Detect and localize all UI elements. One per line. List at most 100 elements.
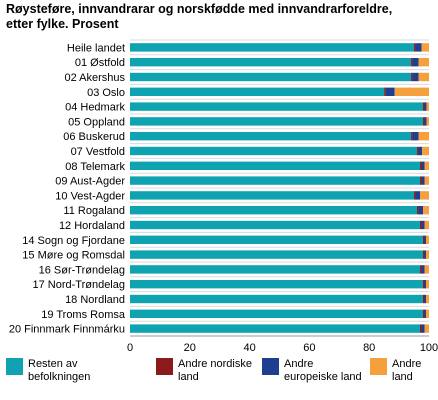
bar-segment-3 [412,132,419,141]
bar-segment-2 [423,250,425,259]
bar-segment-3 [412,72,419,82]
gridlines [130,39,429,337]
bar-segment-4 [424,176,429,185]
x-tick-label: 80 [363,342,375,354]
bar-segment-4 [423,206,429,215]
bar-segment-2 [411,72,413,82]
category-label: 15 Møre og Romsdal [22,250,125,262]
bar-segment-3 [421,265,425,274]
bar-segment-4 [426,117,429,126]
category-label: 12 Hordaland [59,220,125,232]
bar-segment-3 [421,161,425,170]
bar-segment-4 [426,280,429,289]
bar-segment-2 [420,324,422,333]
bar-segment-2 [420,265,422,274]
bar-segment-4 [426,102,429,111]
bar-segment-3 [424,117,427,126]
bar-segment-4 [424,220,429,230]
bar-segment-2 [417,146,419,156]
category-label: 09 Aust-Agder [55,176,125,188]
bar-segment-2 [420,161,422,170]
bar-segment-2 [384,87,386,96]
bar-segment-4 [426,309,429,318]
category-label: 18 Nordland [65,294,125,306]
bar-segment-3 [424,250,427,259]
category-label: Heile landet [67,42,125,54]
bar-segment-4 [422,146,429,156]
bar-segment-1 [130,132,412,141]
x-tick-label: 60 [303,342,315,354]
legend-swatch-3 [262,358,279,375]
bars [130,43,429,333]
category-label: 17 Nord-Trøndelag [32,279,125,291]
legend-label-1-cont: befolkningen [28,371,90,383]
x-tick-label: 40 [243,342,255,354]
bar-segment-1 [130,87,385,96]
category-label: 14 Sogn og Fjordane [22,235,125,247]
legend-label-2-cont: land [178,371,199,383]
legend-label-4-cont: land [392,371,413,383]
bar-segment-1 [130,43,415,52]
category-label: 05 Oppland [68,116,125,128]
bar-segment-1 [130,102,424,111]
legend-label-4: Andre [392,358,421,370]
category-label: 04 Hedmark [65,102,125,114]
bar-segment-3 [421,324,425,333]
category-label: 07 Vestfold [71,146,125,158]
bar-segment-2 [423,235,425,244]
legend-swatch-1 [6,358,23,375]
bar-segment-3 [385,87,395,96]
bar-segment-4 [424,161,429,170]
bar-segment-2 [414,191,416,200]
bar-segment-1 [130,117,424,126]
bar-segment-1 [130,235,424,244]
legend-swatch-2 [156,358,173,375]
bar-segment-2 [420,220,422,230]
bar-segment-3 [424,280,427,289]
bar-segment-1 [130,206,418,215]
x-tick-label: 100 [420,342,438,354]
bar-segment-1 [130,161,421,170]
bar-segment-4 [426,294,429,304]
bar-segment-3 [424,294,427,304]
chart-title-line-1: Røysteføre, innvandrarar og norskfødde m… [6,2,393,16]
bar-segment-3 [421,220,425,230]
legend-label-3-cont: europeiske land [284,371,362,383]
bar-segment-1 [130,294,424,304]
category-label: 06 Buskerud [63,131,125,143]
category-label: 19 Troms Romsa [41,309,126,321]
bar-segment-2 [423,294,425,304]
bar-segment-1 [130,58,412,67]
bar-segment-4 [394,87,429,96]
bar-segment-3 [415,191,421,200]
bar-segment-3 [412,58,419,67]
bar-segment-4 [426,250,429,259]
bar-segment-3 [424,309,427,318]
bar-segment-4 [424,265,429,274]
category-label: 10 Vest-Agder [55,190,125,202]
bar-segment-1 [130,309,424,318]
bar-segment-2 [414,43,416,52]
bar-segment-1 [130,220,421,230]
bar-segment-1 [130,146,418,156]
bar-segment-1 [130,176,421,185]
bar-segment-3 [415,43,422,52]
bar-segment-4 [424,324,429,333]
bar-segment-3 [418,146,423,156]
bar-segment-4 [418,132,429,141]
category-label: 20 Finnmark Finnmárku [9,324,125,336]
bar-segment-1 [130,265,421,274]
bar-segment-2 [420,176,422,185]
bar-segment-4 [418,58,429,67]
category-label: 01 Østfold [75,57,125,69]
bar-segment-3 [424,235,427,244]
chart-title-line-2: etter fylke. Prosent [6,17,119,31]
bar-segment-1 [130,250,424,259]
category-label: 08 Telemark [65,161,125,173]
bar-segment-3 [421,176,425,185]
x-axis-ticks: 0 20 40 60 80 100 [127,342,438,354]
bar-segment-2 [411,132,413,141]
bar-segment-2 [423,280,425,289]
